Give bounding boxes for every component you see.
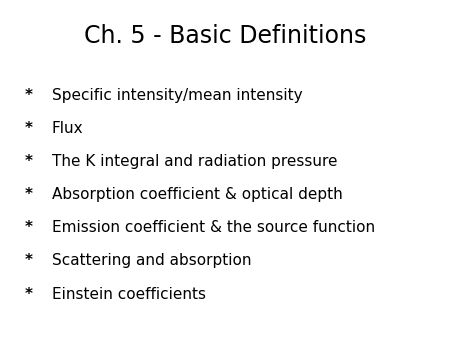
Text: The K integral and radiation pressure: The K integral and radiation pressure bbox=[52, 154, 337, 169]
Text: Scattering and absorption: Scattering and absorption bbox=[52, 254, 251, 268]
Text: *: * bbox=[25, 287, 33, 301]
Text: Absorption coefficient & optical depth: Absorption coefficient & optical depth bbox=[52, 187, 342, 202]
Text: Einstein coefficients: Einstein coefficients bbox=[52, 287, 206, 301]
Text: Emission coefficient & the source function: Emission coefficient & the source functi… bbox=[52, 220, 375, 235]
Text: Flux: Flux bbox=[52, 121, 83, 136]
Text: *: * bbox=[25, 154, 33, 169]
Text: *: * bbox=[25, 187, 33, 202]
Text: *: * bbox=[25, 254, 33, 268]
Text: *: * bbox=[25, 88, 33, 103]
Text: *: * bbox=[25, 220, 33, 235]
Text: Ch. 5 - Basic Definitions: Ch. 5 - Basic Definitions bbox=[84, 24, 366, 48]
Text: *: * bbox=[25, 121, 33, 136]
Text: Specific intensity/mean intensity: Specific intensity/mean intensity bbox=[52, 88, 302, 103]
